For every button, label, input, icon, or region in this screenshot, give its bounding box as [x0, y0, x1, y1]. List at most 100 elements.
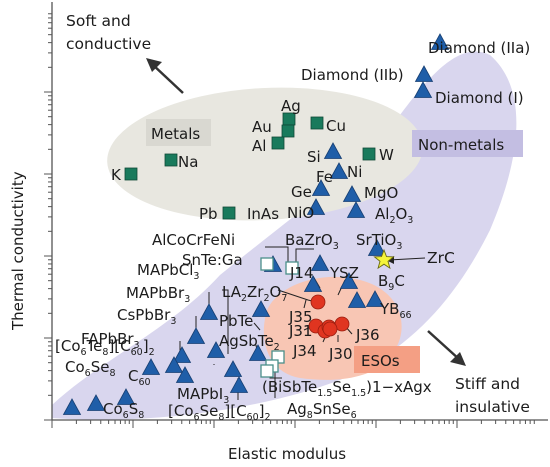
zrc-leader — [388, 257, 426, 261]
marker-j30 — [322, 321, 338, 337]
label-fe: Fe — [316, 168, 333, 186]
marker-co6s8-3 — [116, 388, 136, 405]
marker-al2o3 — [346, 201, 366, 218]
label-yb66: YB66 — [379, 300, 412, 321]
label-ag8snse6: Ag8SnSe6 — [287, 400, 357, 421]
label-al2o3: Al2O3 — [375, 205, 413, 226]
alcocrfeni-leader — [265, 246, 289, 266]
label-j30: J30 — [328, 345, 353, 363]
label-na: Na — [178, 153, 198, 171]
marker-co6s8-1 — [62, 398, 82, 415]
label-co6s8: Co6S8 — [103, 400, 144, 421]
label-alcocrfeni: AlCoCrFeNi — [152, 231, 235, 249]
label-co6se8c60: [Co6Se8][C60]2 — [168, 402, 271, 423]
label-mapbcl3: MAPbCl3 — [137, 261, 199, 282]
marker-alcocrfeni — [285, 261, 299, 275]
marker-si — [323, 142, 343, 159]
label-al: Al — [252, 137, 266, 155]
label-nio: NiO — [287, 204, 314, 222]
label-j36: J36 — [355, 326, 380, 344]
soft-conductive-label-2: conductive — [66, 35, 151, 53]
label-mapbbr3: MAPbBr3 — [126, 284, 190, 305]
label-fapbbr3: FAPbBr3 — [81, 330, 140, 351]
label-j14: J14 — [289, 264, 314, 282]
marker-co6te8c60 — [164, 356, 184, 373]
marker-al — [271, 136, 285, 150]
axis-ticks — [44, 13, 535, 428]
marker-mapbi3 — [223, 360, 243, 377]
stiff-arrow-shaft — [427, 330, 461, 361]
label-cu: Cu — [326, 117, 346, 135]
stiff-insulative-label-2: insulative — [455, 398, 530, 416]
marker-yb66 — [365, 290, 385, 307]
j35-leader — [303, 299, 307, 309]
marker-diamond-iib — [414, 65, 434, 82]
non-metals-label-bg — [412, 130, 523, 157]
label-la2zr2o7: LA2Zr2O7 — [222, 283, 287, 304]
marker-mgo — [342, 185, 362, 202]
marker-nio — [306, 198, 326, 215]
marker-bazro3 — [310, 254, 330, 271]
label-c60: C60 — [128, 367, 151, 388]
label-cspbbr3: CsPbBr3 — [117, 306, 176, 327]
marker-pb — [222, 206, 236, 220]
label-co6se8: Co6Se8 — [65, 358, 116, 379]
label-mapbi3: MAPbI3 — [177, 385, 229, 406]
marker-ge — [311, 179, 331, 196]
marker-ysz — [339, 272, 359, 289]
label-co6te8c60: [Co6Te8][C60]2 — [55, 337, 155, 358]
marker-agsbte2 — [248, 344, 268, 361]
marker-zrc — [373, 248, 395, 270]
metals-label: Metals — [151, 125, 200, 143]
soft-arrow-head — [146, 58, 162, 72]
label-j34: J34 — [292, 342, 317, 360]
label-zrc: ZrC — [427, 249, 455, 267]
marker-fe — [329, 162, 349, 179]
esos-label-bg — [354, 346, 420, 373]
esos-label: ESOs — [361, 352, 400, 370]
label-diamond-i: Diamond (I) — [435, 89, 524, 107]
non-metals-label: Non-metals — [418, 136, 504, 154]
label-si: Si — [307, 148, 321, 166]
marker-co6s8-2 — [86, 394, 106, 411]
label-ni: Ni — [347, 163, 362, 181]
marker-diamond-i — [413, 81, 433, 98]
label-mgo: MgO — [364, 184, 398, 202]
marker-mapbcl3 — [206, 341, 226, 358]
marker-diamond-iia — [430, 33, 450, 50]
soft-arrow-shaft — [151, 63, 184, 94]
marker-j35 — [310, 294, 326, 310]
marker-mapbbr3 — [199, 303, 219, 320]
stiff-insulative-label-1: Stiff and — [455, 375, 520, 393]
label-ag: Ag — [281, 97, 301, 115]
label-pb: Pb — [199, 205, 218, 223]
markers — [62, 33, 450, 415]
stiff-arrow-head — [450, 352, 466, 366]
marker-srtio3 — [367, 239, 387, 256]
point-labels: Diamond (IIa) Diamond (IIb) Diamond (I) … — [55, 39, 530, 423]
label-srtio3: SrTiO3 — [356, 231, 402, 252]
label-b9c: B9C — [378, 272, 405, 293]
marker-cspbbr3 — [186, 327, 206, 344]
marker-snte-ga — [260, 257, 274, 271]
label-agsbte2: AgSbTe2 — [219, 332, 280, 353]
marker-j14 — [303, 275, 323, 292]
bazro3-leader — [295, 248, 314, 263]
label-j35: J35 — [288, 308, 313, 326]
label-k: K — [111, 166, 122, 184]
mapbcl3-leader — [222, 289, 229, 354]
label-inas: InAs — [247, 205, 279, 223]
soft-conductive-label-1: Soft and — [66, 12, 131, 30]
label-ge: Ge — [291, 183, 312, 201]
label-j31: J31 — [288, 322, 313, 340]
label-snte-ga: SnTe:Ga — [182, 251, 243, 269]
metals-label-bg — [146, 119, 211, 146]
marker-b9c — [347, 291, 367, 308]
marker-na — [164, 153, 178, 167]
marker-w — [362, 147, 376, 161]
y-axis-title: Thermal conductivity — [9, 171, 27, 331]
marker-au — [281, 124, 295, 138]
marker-fapbbr3 — [172, 346, 192, 363]
